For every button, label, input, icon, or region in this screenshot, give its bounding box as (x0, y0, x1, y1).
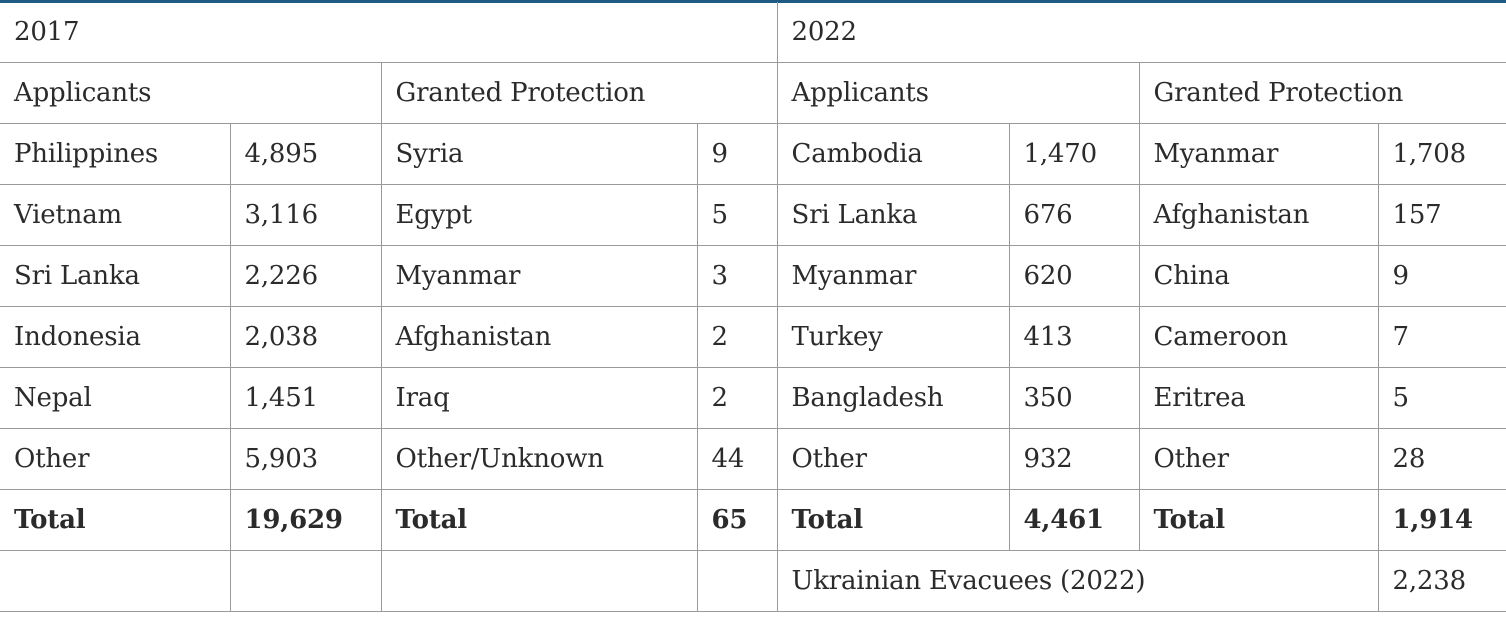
year-2022-header: 2022 (776, 2, 1506, 63)
applicant-country-2017: Vietnam (0, 184, 231, 246)
granted-count-2017: 3 (696, 245, 778, 307)
granted-country-2022: Other (1138, 428, 1379, 490)
table-row: Indonesia 2,038 Afghanistan 2 Turkey 413… (0, 306, 1506, 368)
granted-count-2017: 2 (696, 367, 778, 429)
granted-country-2017: Syria (380, 123, 698, 185)
applicant-count-2022: 932 (1008, 428, 1140, 490)
applicant-count-2022: 620 (1008, 245, 1140, 307)
applicant-count-2022: 1,470 (1008, 123, 1140, 185)
empty-cell (0, 550, 231, 612)
granted-country-2022: Eritrea (1138, 367, 1379, 429)
applicant-country-2017: Indonesia (0, 306, 231, 368)
applicants-2022-header: Applicants (776, 62, 1140, 124)
applicant-count-2022: 413 (1008, 306, 1140, 368)
applicant-count-2017: 5,903 (229, 428, 382, 490)
applicant-country-2017: Other (0, 428, 231, 490)
applicant-count-2017: 3,116 (229, 184, 382, 246)
applicant-country-2022: Bangladesh (776, 367, 1010, 429)
applicant-count-2017: 4,895 (229, 123, 382, 185)
granted-country-2022: Cameroon (1138, 306, 1379, 368)
granted-total-count-2022: 1,914 (1377, 489, 1506, 551)
granted-count-2022: 28 (1377, 428, 1506, 490)
applicant-country-2022: Turkey (776, 306, 1010, 368)
granted-total-label-2022: Total (1138, 489, 1379, 551)
applicant-count-2022: 350 (1008, 367, 1140, 429)
empty-cell (696, 550, 778, 612)
total-row: Total 19,629 Total 65 Total 4,461 Total … (0, 489, 1506, 551)
granted-total-label-2017: Total (380, 489, 698, 551)
table-row: Sri Lanka 2,226 Myanmar 3 Myanmar 620 Ch… (0, 245, 1506, 307)
applicant-count-2022: 676 (1008, 184, 1140, 246)
table-row: Vietnam 3,116 Egypt 5 Sri Lanka 676 Afgh… (0, 184, 1506, 246)
applicant-count-2017: 2,038 (229, 306, 382, 368)
table-row: Other 5,903 Other/Unknown 44 Other 932 O… (0, 428, 1506, 490)
granted-count-2022: 157 (1377, 184, 1506, 246)
evacuees-row: Ukrainian Evacuees (2022) 2,238 (0, 550, 1506, 612)
applicant-country-2017: Nepal (0, 367, 231, 429)
empty-cell (380, 550, 698, 612)
granted-count-2017: 2 (696, 306, 778, 368)
applicant-count-2017: 1,451 (229, 367, 382, 429)
granted-country-2017: Myanmar (380, 245, 698, 307)
granted-count-2022: 9 (1377, 245, 1506, 307)
applicant-country-2022: Sri Lanka (776, 184, 1010, 246)
applicants-total-label-2022: Total (776, 489, 1010, 551)
granted-count-2022: 7 (1377, 306, 1506, 368)
category-header-row: Applicants Granted Protection Applicants… (0, 62, 1506, 124)
table-row: Nepal 1,451 Iraq 2 Bangladesh 350 Eritre… (0, 367, 1506, 429)
ukrainian-evacuees-label: Ukrainian Evacuees (2022) (776, 550, 1379, 612)
year-header-row: 2017 2022 (0, 2, 1506, 63)
applicant-country-2022: Cambodia (776, 123, 1010, 185)
applicants-total-label-2017: Total (0, 489, 231, 551)
applicants-2017-header: Applicants (0, 62, 382, 124)
granted-count-2017: 5 (696, 184, 778, 246)
granted-country-2017: Afghanistan (380, 306, 698, 368)
granted-country-2022: China (1138, 245, 1379, 307)
granted-country-2017: Other/Unknown (380, 428, 698, 490)
applicant-country-2017: Sri Lanka (0, 245, 231, 307)
granted-country-2017: Egypt (380, 184, 698, 246)
granted-count-2017: 9 (696, 123, 778, 185)
applicant-country-2022: Myanmar (776, 245, 1010, 307)
granted-total-count-2017: 65 (696, 489, 778, 551)
granted-count-2022: 1,708 (1377, 123, 1506, 185)
ukrainian-evacuees-count: 2,238 (1377, 550, 1506, 612)
applicant-country-2017: Philippines (0, 123, 231, 185)
applicants-total-count-2017: 19,629 (229, 489, 382, 551)
granted-2022-header: Granted Protection (1138, 62, 1506, 124)
top-accent-bar (0, 0, 1506, 3)
granted-country-2017: Iraq (380, 367, 698, 429)
granted-2017-header: Granted Protection (380, 62, 778, 124)
empty-cell (229, 550, 382, 612)
granted-count-2017: 44 (696, 428, 778, 490)
year-2017-header: 2017 (0, 2, 778, 63)
applicants-total-count-2022: 4,461 (1008, 489, 1140, 551)
table-row: Philippines 4,895 Syria 9 Cambodia 1,470… (0, 123, 1506, 185)
applicant-count-2017: 2,226 (229, 245, 382, 307)
granted-count-2022: 5 (1377, 367, 1506, 429)
applicant-country-2022: Other (776, 428, 1010, 490)
granted-country-2022: Afghanistan (1138, 184, 1379, 246)
granted-country-2022: Myanmar (1138, 123, 1379, 185)
